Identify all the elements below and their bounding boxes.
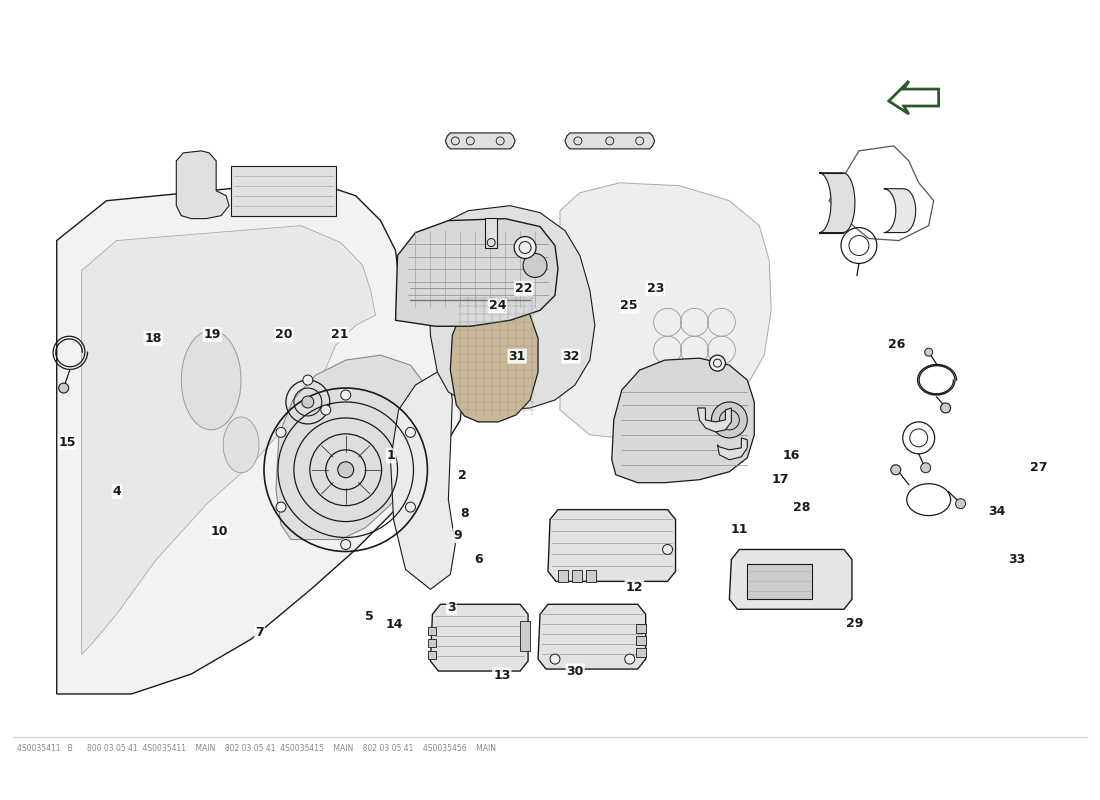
- Circle shape: [712, 402, 747, 438]
- Circle shape: [302, 375, 312, 385]
- Text: 14: 14: [386, 618, 403, 631]
- Text: 16: 16: [782, 450, 800, 462]
- Circle shape: [58, 383, 68, 393]
- Circle shape: [276, 427, 286, 438]
- Text: 24: 24: [488, 299, 506, 313]
- Circle shape: [662, 545, 672, 554]
- Polygon shape: [697, 408, 732, 432]
- Text: 2: 2: [458, 470, 466, 482]
- Text: 34: 34: [989, 505, 1005, 518]
- Polygon shape: [430, 604, 528, 671]
- Circle shape: [921, 462, 931, 473]
- Text: 26: 26: [888, 338, 905, 350]
- Text: 30: 30: [566, 665, 584, 678]
- Circle shape: [524, 254, 547, 278]
- Polygon shape: [729, 550, 851, 610]
- Text: 3: 3: [447, 601, 455, 614]
- Text: 17: 17: [771, 474, 789, 486]
- Polygon shape: [883, 189, 915, 233]
- Circle shape: [925, 348, 933, 356]
- Polygon shape: [820, 173, 855, 233]
- Text: 27: 27: [1030, 462, 1047, 474]
- Polygon shape: [446, 133, 515, 149]
- Polygon shape: [396, 218, 558, 326]
- Bar: [428, 639, 437, 647]
- Text: 31: 31: [508, 350, 526, 362]
- Polygon shape: [223, 417, 258, 473]
- Polygon shape: [276, 355, 430, 539]
- Circle shape: [341, 390, 351, 400]
- Text: 19: 19: [204, 328, 221, 341]
- Text: 13: 13: [493, 669, 510, 682]
- Polygon shape: [548, 510, 675, 582]
- Text: 10: 10: [210, 525, 228, 538]
- Text: 5: 5: [365, 610, 374, 623]
- Circle shape: [321, 405, 331, 415]
- Bar: [428, 627, 437, 635]
- Text: 12: 12: [626, 581, 644, 594]
- Text: 4S0035411   B      800 03 05 41  4S0035411    MAIN    802 03 05 41  4S0035415   : 4S0035411 B 800 03 05 41 4S0035411 MAIN …: [16, 744, 496, 754]
- Bar: [636, 636, 646, 645]
- Bar: [636, 648, 646, 657]
- Text: 21: 21: [331, 328, 349, 341]
- Polygon shape: [565, 133, 654, 149]
- Circle shape: [891, 465, 901, 474]
- Text: 11: 11: [730, 522, 748, 536]
- Circle shape: [406, 427, 416, 438]
- Circle shape: [956, 498, 966, 509]
- Circle shape: [341, 539, 351, 550]
- Text: 33: 33: [1009, 553, 1025, 566]
- Bar: [558, 570, 568, 582]
- Text: 7: 7: [255, 626, 264, 639]
- Bar: [747, 565, 812, 599]
- Polygon shape: [450, 295, 538, 422]
- Text: 15: 15: [59, 436, 76, 449]
- Circle shape: [940, 403, 950, 413]
- Polygon shape: [428, 206, 595, 410]
- Text: 18: 18: [144, 332, 162, 345]
- Text: 4: 4: [112, 485, 121, 498]
- Circle shape: [514, 237, 536, 258]
- Circle shape: [710, 355, 725, 371]
- Circle shape: [406, 502, 416, 512]
- Circle shape: [625, 654, 635, 664]
- Text: 28: 28: [793, 501, 811, 514]
- Bar: [572, 570, 582, 582]
- Bar: [231, 166, 336, 216]
- Polygon shape: [182, 330, 241, 430]
- Polygon shape: [538, 604, 646, 669]
- Circle shape: [550, 654, 560, 664]
- Polygon shape: [57, 181, 465, 694]
- Bar: [485, 218, 497, 247]
- Polygon shape: [81, 226, 375, 654]
- Text: 32: 32: [562, 350, 580, 362]
- Text: 22: 22: [515, 282, 532, 295]
- Bar: [428, 651, 437, 659]
- Circle shape: [338, 462, 354, 478]
- Text: 25: 25: [620, 299, 638, 313]
- Bar: [586, 570, 596, 582]
- Bar: [636, 624, 646, 633]
- Text: 23: 23: [647, 282, 664, 295]
- Polygon shape: [560, 182, 771, 438]
- Text: 1: 1: [387, 450, 395, 462]
- Polygon shape: [390, 370, 455, 590]
- Text: 9: 9: [453, 529, 462, 542]
- Polygon shape: [612, 358, 755, 482]
- Polygon shape: [717, 438, 747, 460]
- Circle shape: [276, 502, 286, 512]
- Text: 8: 8: [460, 506, 469, 520]
- Text: 29: 29: [846, 617, 864, 630]
- Text: 20: 20: [275, 328, 293, 341]
- Bar: [520, 622, 530, 651]
- Circle shape: [301, 396, 314, 408]
- Text: 6: 6: [474, 553, 483, 566]
- Polygon shape: [176, 151, 229, 218]
